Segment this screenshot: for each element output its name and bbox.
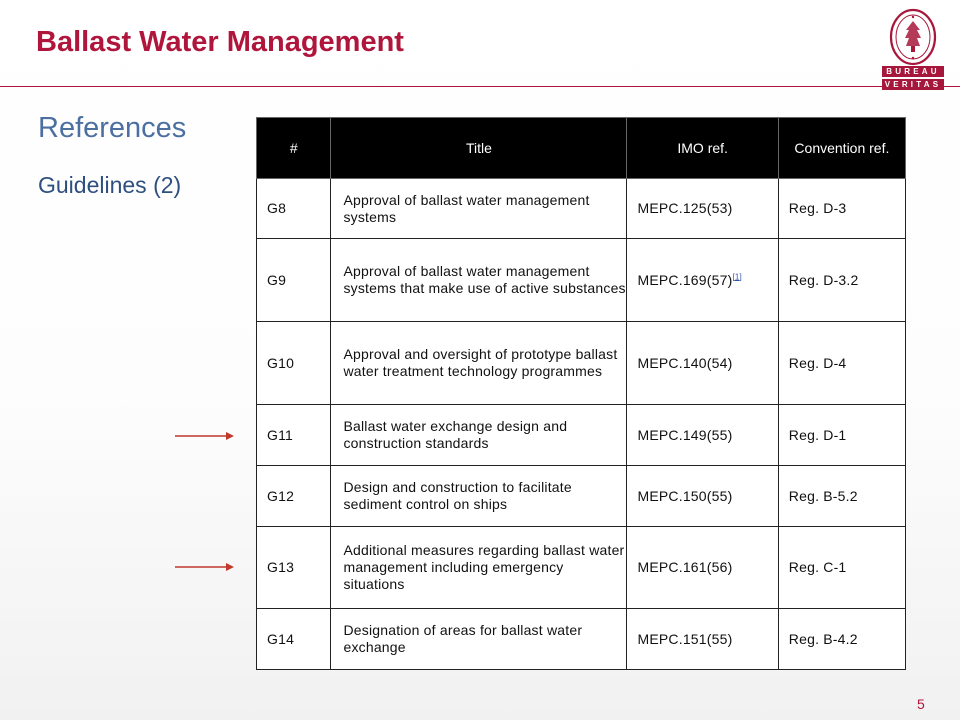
guidelines-table: # Title IMO ref. Convention ref. G8 Appr… xyxy=(255,117,907,670)
imo-reference: MEPC.169(57)[1] xyxy=(626,238,779,322)
guideline-title: Ballast water exchange design and constr… xyxy=(330,404,628,466)
convention-reference: Reg. B-5.2 xyxy=(777,465,907,527)
table-row: G13 Additional measures regarding ballas… xyxy=(255,526,907,609)
table-row: G12 Design and construction to facilitat… xyxy=(255,465,907,527)
imo-reference-text: MEPC.151(55) xyxy=(637,630,733,647)
imo-reference-text: MEPC.161(56) xyxy=(637,559,733,575)
convention-reference: Reg. D-3.2 xyxy=(777,238,907,322)
imo-reference-text: MEPC.169(57) xyxy=(637,271,733,288)
title-divider xyxy=(0,86,960,87)
table-header-row: # Title IMO ref. Convention ref. xyxy=(255,117,907,179)
convention-reference: Reg. D-3 xyxy=(777,178,907,239)
page-number: 5 xyxy=(917,696,925,712)
column-header-title: Title xyxy=(330,117,628,179)
table-row: G14 Designation of areas for ballast wat… xyxy=(255,608,907,670)
guideline-title: Approval of ballast water management sys… xyxy=(330,178,628,239)
convention-reference: Reg. D-1 xyxy=(777,404,907,466)
guideline-number: G8 xyxy=(255,178,332,239)
convention-reference: Reg. D-4 xyxy=(777,321,907,405)
imo-reference: MEPC.140(54) xyxy=(626,321,779,405)
guideline-title: Design and construction to facilitate se… xyxy=(330,465,628,527)
logo-word-top: BUREAU xyxy=(882,66,944,77)
guideline-number: G12 xyxy=(255,465,332,527)
column-header-imo-ref: IMO ref. xyxy=(626,117,779,179)
imo-reference: MEPC.161(56) xyxy=(626,526,779,609)
section-subheading: Guidelines (2) xyxy=(38,172,182,198)
imo-reference-text: MEPC.125(53) xyxy=(637,200,733,216)
arrow-right-icon xyxy=(175,563,234,571)
bureau-veritas-logo: BUREAU VERITAS xyxy=(882,8,944,90)
guideline-number: G9 xyxy=(255,238,332,322)
guideline-title: Approval of ballast water management sys… xyxy=(330,238,628,322)
guideline-number: G11 xyxy=(255,404,332,466)
imo-reference: MEPC.151(55) xyxy=(626,608,779,670)
guideline-number: G10 xyxy=(255,321,332,405)
column-header-convention-ref: Convention ref. xyxy=(777,117,907,179)
table-row: G8 Approval of ballast water management … xyxy=(255,178,907,239)
logo-word-bottom: VERITAS xyxy=(882,79,944,90)
guideline-title: Approval and oversight of prototype ball… xyxy=(330,321,628,405)
section-heading: References xyxy=(38,112,187,144)
guideline-title: Additional measures regarding ballast wa… xyxy=(330,526,628,609)
slide-title: Ballast Water Management xyxy=(36,26,404,58)
guideline-title: Designation of areas for ballast water e… xyxy=(330,608,628,670)
logo-seal-icon xyxy=(889,8,937,66)
arrow-right-icon xyxy=(175,432,234,440)
imo-reference-text: MEPC.150(55) xyxy=(637,487,733,504)
guideline-number: G14 xyxy=(255,608,332,670)
imo-reference: MEPC.149(55) xyxy=(626,404,779,466)
convention-reference: Reg. B-4.2 xyxy=(777,608,907,670)
column-header-number: # xyxy=(255,117,332,179)
guideline-number: G13 xyxy=(255,526,332,609)
imo-reference-text: MEPC.140(54) xyxy=(637,354,733,371)
convention-reference: Reg. C-1 xyxy=(777,526,907,609)
imo-reference: MEPC.125(53) xyxy=(626,178,779,239)
table-row: G10 Approval and oversight of prototype … xyxy=(255,321,907,405)
footnote-link[interactable]: [1] xyxy=(732,271,742,281)
imo-reference: MEPC.150(55) xyxy=(626,465,779,527)
table-row: G9 Approval of ballast water management … xyxy=(255,238,907,322)
table-row: G11 Ballast water exchange design and co… xyxy=(255,404,907,466)
imo-reference-text: MEPC.149(55) xyxy=(637,426,733,443)
